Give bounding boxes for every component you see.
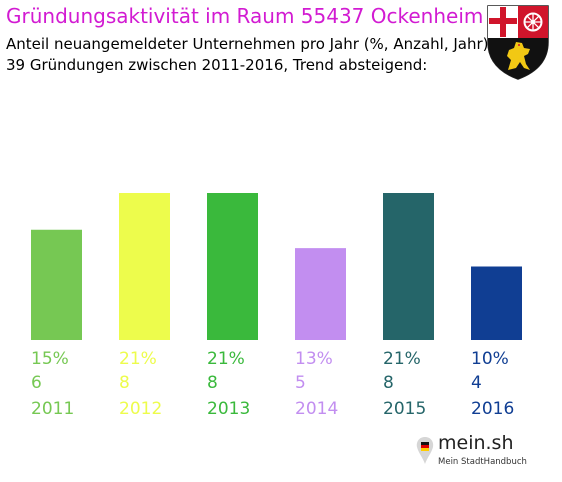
year-label-2013: 2013 [207, 399, 250, 419]
percent-label-2011: 15% [31, 349, 69, 369]
percent-label-2016: 10% [471, 349, 509, 369]
year-label-2016: 2016 [471, 399, 514, 419]
chart-summary: 39 Gründungen zwischen 2011-2016, Trend … [6, 56, 428, 74]
bar-2012 [119, 193, 170, 340]
count-label-2016: 4 [471, 373, 482, 393]
bar-2016 [471, 266, 522, 340]
year-label-2014: 2014 [295, 399, 338, 419]
coat-of-arms-icon [487, 5, 549, 80]
year-label-2012: 2012 [119, 399, 162, 419]
year-label-2011: 2011 [31, 399, 74, 419]
year-label-2015: 2015 [383, 399, 426, 419]
chart-subtitle: Anteil neuangemeldeter Unternehmen pro J… [6, 35, 489, 53]
bar-2014 [295, 248, 346, 340]
bar-2013 [207, 193, 258, 340]
count-label-2012: 8 [119, 373, 130, 393]
percent-label-2014: 13% [295, 349, 333, 369]
brand-tagline: Mein StadtHandbuch [438, 457, 527, 467]
percent-label-2013: 21% [207, 349, 245, 369]
count-label-2013: 8 [207, 373, 218, 393]
brand-logo[interactable]: mein.sh Mein StadtHandbuch [414, 432, 527, 474]
bar-2011 [31, 229, 82, 340]
count-label-2014: 5 [295, 373, 306, 393]
brand-name: mein.sh [438, 432, 514, 454]
count-label-2015: 8 [383, 373, 394, 393]
percent-label-2012: 21% [119, 349, 157, 369]
chart-title: Gründungsaktivität im Raum 55437 Ockenhe… [6, 4, 484, 28]
map-pin-icon [416, 437, 434, 464]
percent-label-2015: 21% [383, 349, 421, 369]
count-label-2011: 6 [31, 373, 42, 393]
bar-2015 [383, 193, 434, 340]
